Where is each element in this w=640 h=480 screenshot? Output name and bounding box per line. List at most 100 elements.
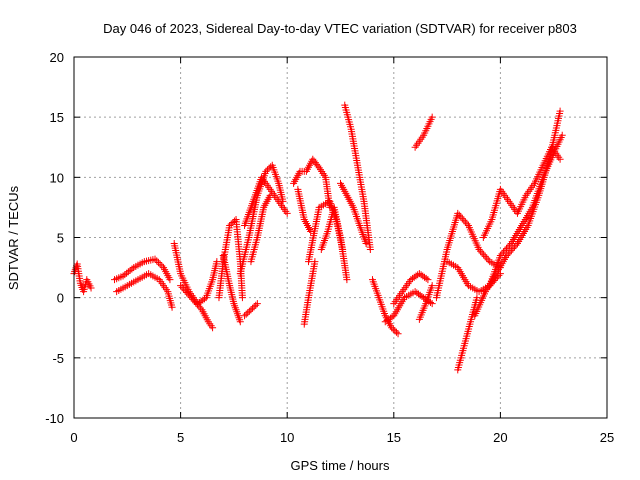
data-point xyxy=(504,243,512,251)
data-point xyxy=(226,221,234,229)
data-point xyxy=(156,260,164,268)
data-point xyxy=(506,248,514,256)
data-point xyxy=(483,254,491,262)
y-tick-label: 15 xyxy=(50,110,64,125)
data-point xyxy=(507,246,515,254)
data-point xyxy=(238,294,246,302)
data-point xyxy=(121,271,129,279)
data-point xyxy=(311,258,319,266)
data-point xyxy=(506,241,514,249)
data-point xyxy=(366,246,374,254)
data-point xyxy=(249,304,257,312)
data-point xyxy=(307,227,315,235)
data-point xyxy=(428,300,436,308)
data-point xyxy=(498,250,506,258)
data-point xyxy=(504,250,512,258)
data-point xyxy=(151,255,159,263)
data-point xyxy=(166,276,174,284)
data-point xyxy=(189,295,197,303)
data-point xyxy=(477,247,485,255)
data-point xyxy=(460,216,468,224)
data-point xyxy=(250,303,258,311)
data-point xyxy=(457,213,465,221)
data-point xyxy=(168,303,176,311)
data-point xyxy=(87,284,95,292)
data-point xyxy=(128,265,136,273)
data-point xyxy=(428,282,436,290)
data-point xyxy=(343,276,351,284)
data-point xyxy=(478,249,486,257)
data-points xyxy=(70,101,566,374)
data-point xyxy=(388,324,396,332)
data-point xyxy=(236,318,244,326)
data-point xyxy=(244,309,252,317)
data-point xyxy=(503,252,511,260)
data-point xyxy=(455,211,463,219)
data-point xyxy=(154,259,162,267)
data-point xyxy=(394,330,402,338)
data-point xyxy=(190,297,198,305)
data-point xyxy=(512,241,520,249)
data-point xyxy=(389,325,397,333)
data-point xyxy=(556,107,564,115)
data-point xyxy=(266,191,274,199)
x-axis-label: GPS time / hours xyxy=(291,458,390,473)
data-point xyxy=(119,272,127,280)
y-tick-label: 0 xyxy=(57,291,64,306)
data-point xyxy=(183,289,191,297)
x-tick-label: 5 xyxy=(177,430,184,445)
data-point xyxy=(123,269,131,277)
data-point xyxy=(496,252,504,260)
y-tick-label: -10 xyxy=(45,411,64,426)
y-tick-label: 5 xyxy=(57,231,64,246)
y-tick-label: 10 xyxy=(50,170,64,185)
data-point xyxy=(499,248,507,256)
data-point xyxy=(283,209,291,217)
chart-title: Day 046 of 2023, Sidereal Day-to-day VTE… xyxy=(103,21,577,36)
data-point xyxy=(158,262,166,270)
y-tick-label: -5 xyxy=(52,351,64,366)
data-point xyxy=(253,300,261,308)
y-axis-label: SDTVAR / TECUs xyxy=(6,185,21,290)
data-point xyxy=(392,328,400,336)
data-point xyxy=(428,113,436,121)
data-point xyxy=(209,324,217,332)
data-point xyxy=(362,240,370,248)
data-point xyxy=(241,312,249,320)
data-point xyxy=(153,257,161,265)
x-tick-label: 0 xyxy=(70,430,77,445)
data-point xyxy=(177,282,185,290)
data-point xyxy=(510,243,518,251)
data-point xyxy=(422,274,430,282)
data-point xyxy=(475,246,483,254)
data-point xyxy=(242,310,250,318)
data-point xyxy=(556,155,564,163)
data-point xyxy=(252,301,260,309)
y-tick-label: 20 xyxy=(50,50,64,65)
x-tick-label: 25 xyxy=(600,430,614,445)
data-point xyxy=(196,304,204,312)
data-point xyxy=(265,164,273,172)
data-point xyxy=(426,298,434,306)
data-point xyxy=(388,313,396,321)
data-point xyxy=(458,215,466,223)
data-point xyxy=(263,166,271,174)
data-point xyxy=(558,131,566,139)
x-tick-label: 20 xyxy=(493,430,507,445)
data-point xyxy=(245,307,253,315)
data-point xyxy=(192,299,200,307)
data-point xyxy=(195,302,203,310)
data-point xyxy=(473,294,481,302)
data-point xyxy=(501,246,509,254)
data-point xyxy=(454,209,462,217)
data-point xyxy=(502,245,510,253)
data-point xyxy=(463,220,471,228)
data-point xyxy=(187,294,195,302)
data-point xyxy=(424,276,432,284)
data-point xyxy=(509,245,517,253)
x-tick-label: 10 xyxy=(280,430,294,445)
data-point xyxy=(180,285,188,293)
data-point xyxy=(481,252,489,260)
data-point xyxy=(247,306,255,314)
